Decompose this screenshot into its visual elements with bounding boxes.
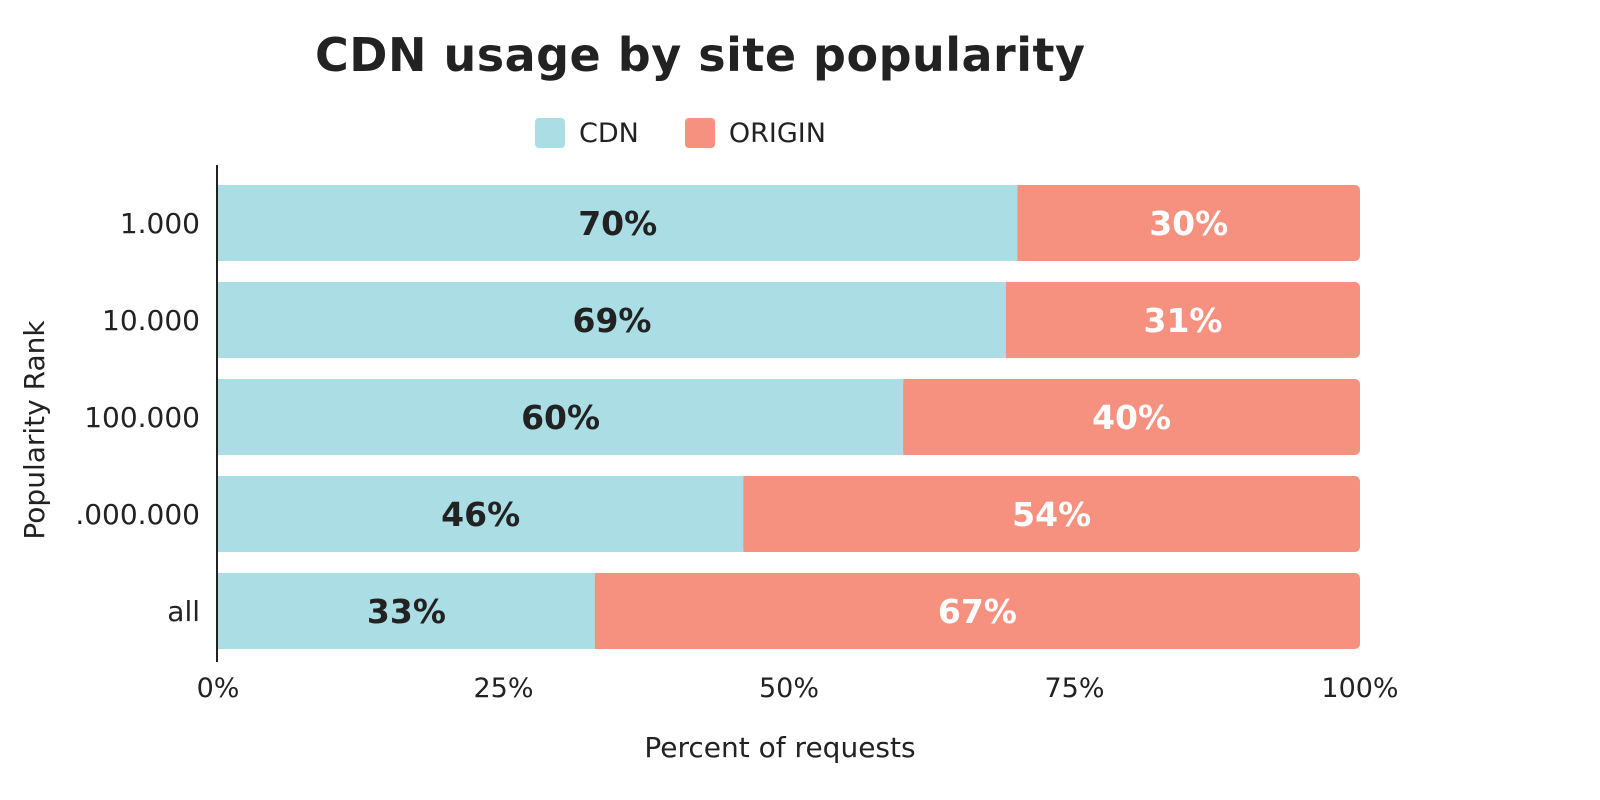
x-tick-label-1: 25% — [473, 673, 533, 704]
legend-item-origin: ORIGIN — [684, 117, 826, 149]
legend-label-cdn: CDN — [579, 117, 639, 149]
bar-origin-0 — [1017, 185, 1360, 261]
legend-label-origin: ORIGIN — [728, 117, 826, 149]
bar-cdn-3 — [218, 476, 744, 552]
data-label-origin-2: 40% — [1092, 398, 1171, 437]
data-label-origin-0: 30% — [1149, 204, 1228, 243]
y-tick-label-4: all — [167, 595, 200, 628]
bar-cdn-4 — [218, 573, 595, 649]
data-label-cdn-0: 70% — [578, 204, 657, 243]
y-axis-label: Popularity Rank — [18, 320, 51, 540]
bar-origin-1-joint — [1005, 282, 1014, 358]
bar-cdn-1 — [218, 282, 1006, 358]
x-tick-label-2: 50% — [759, 673, 819, 704]
x-axis-label: Percent of requests — [644, 731, 915, 764]
legend-item-cdn: CDN — [535, 118, 639, 149]
bar-origin-1 — [1005, 282, 1360, 358]
chart-legend: CDN ORIGIN — [535, 116, 872, 150]
bar-origin-2 — [903, 379, 1360, 455]
bar-origin-4-joint — [594, 573, 603, 649]
data-label-cdn-1: 69% — [572, 301, 651, 340]
data-label-cdn-2: 60% — [521, 398, 600, 437]
bar-origin-3 — [743, 476, 1360, 552]
legend-swatch-cdn — [535, 118, 565, 148]
bar-cdn-2 — [218, 379, 904, 455]
y-tick-label-3: .000.000 — [75, 498, 200, 531]
y-tick-label-1: 10.000 — [102, 304, 200, 337]
x-tick-label-3: 75% — [1044, 673, 1104, 704]
legend-swatch-origin — [684, 118, 715, 148]
y-tick-label-2: 100.000 — [84, 401, 200, 434]
chart-title: CDN usage by site popularity — [315, 28, 1086, 82]
data-label-cdn-3: 46% — [441, 495, 520, 534]
bar-origin-0-joint — [1017, 185, 1026, 261]
bar-origin-3-joint — [743, 476, 752, 552]
data-label-origin-1: 31% — [1143, 301, 1222, 340]
bar-origin-2-joint — [903, 379, 912, 455]
x-tick-label-4: 100% — [1321, 673, 1398, 704]
x-tick-label-0: 0% — [197, 673, 240, 704]
data-label-origin-4: 67% — [938, 592, 1017, 631]
data-label-origin-3: 54% — [1012, 495, 1091, 534]
bar-origin-4 — [594, 573, 1360, 649]
y-tick-label-0: 1.000 — [120, 207, 200, 240]
data-label-cdn-4: 33% — [367, 592, 446, 631]
bar-cdn-0 — [218, 185, 1018, 261]
